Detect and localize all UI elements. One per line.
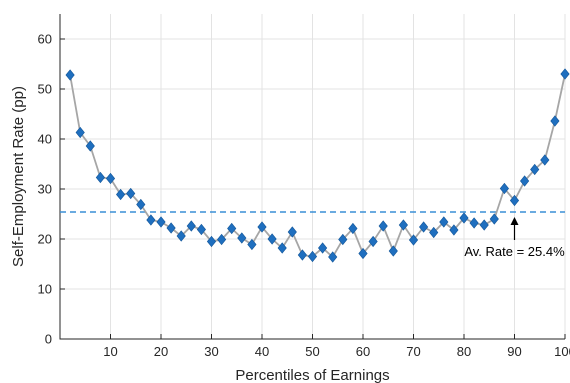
series-line [69, 73, 566, 259]
data-point [186, 220, 196, 232]
data-point [227, 222, 237, 235]
data-point [267, 233, 277, 245]
x-tick-label: 20 [154, 344, 168, 359]
x-axis-title: Percentiles of Earnings [235, 367, 389, 383]
data-point [277, 242, 287, 254]
x-tick-label: 90 [507, 344, 521, 359]
y-tick-label: 40 [38, 132, 52, 147]
y-tick-label: 20 [38, 232, 52, 247]
axes [59, 14, 566, 340]
data-point [65, 69, 75, 81]
data-point [156, 216, 166, 228]
y-tick-label: 50 [38, 82, 52, 97]
data-point [358, 247, 368, 260]
data-point [75, 126, 85, 139]
data-point [368, 235, 378, 248]
data-point [489, 213, 499, 225]
data-point [287, 226, 297, 238]
data-point [530, 163, 540, 176]
x-tick-label: 30 [204, 344, 218, 359]
data-point [469, 217, 479, 229]
annotation-group: Av. Rate = 25.4% [464, 217, 565, 259]
grid [60, 14, 566, 339]
annotation-arrow-head [510, 217, 519, 225]
y-tick-label: 30 [38, 182, 52, 197]
x-tick-label: 60 [356, 344, 370, 359]
data-point [459, 212, 469, 224]
data-point [105, 172, 116, 185]
data-point [116, 188, 126, 201]
data-point [398, 219, 408, 231]
axis-frame [59, 14, 565, 340]
data-point [196, 223, 206, 236]
data-point [419, 221, 429, 233]
data-point [206, 235, 217, 248]
annotation-label: Av. Rate = 25.4% [464, 244, 565, 259]
data-point [479, 219, 489, 231]
x-tick-label: 70 [406, 344, 420, 359]
data-point [126, 187, 136, 200]
data-point [550, 115, 560, 127]
data-point [237, 232, 247, 244]
data-point [297, 249, 307, 261]
y-tick-label: 10 [38, 282, 52, 297]
data-point [217, 233, 227, 246]
data-point [338, 233, 348, 246]
x-tick-label: 40 [255, 344, 269, 359]
data-point [136, 198, 146, 211]
data-point [560, 68, 570, 80]
data-point [257, 221, 267, 233]
data-point [176, 230, 186, 242]
y-axis-title: Self-Employment Rate (pp) [10, 86, 27, 267]
data-point [247, 238, 257, 251]
x-tick-label: 50 [305, 344, 319, 359]
data-point [509, 194, 520, 207]
data-point [520, 175, 530, 187]
y-tick-label: 60 [38, 32, 52, 47]
x-tick-label: 100 [554, 344, 570, 359]
data-point [318, 242, 328, 254]
y-tick-label: 0 [45, 332, 52, 347]
data-point [166, 222, 176, 234]
tick-labels: 0 10 20 30 40 50 60 10 20 30 40 50 60 70 80 90 100 [38, 32, 570, 360]
data-point [439, 216, 449, 228]
data-point [348, 222, 358, 235]
data-point [408, 234, 419, 246]
data-point [540, 154, 550, 166]
data-point [499, 182, 509, 195]
data-point [449, 224, 459, 236]
data-point [429, 226, 439, 239]
x-tick-label: 80 [457, 344, 471, 359]
x-tick-label: 10 [103, 344, 117, 359]
data-point [388, 245, 398, 257]
data-point [307, 250, 318, 263]
data-point [378, 220, 388, 232]
data-point [85, 140, 95, 152]
data-point [328, 251, 338, 263]
data-point [146, 214, 156, 226]
data-point [95, 171, 105, 184]
series-group [65, 68, 570, 263]
